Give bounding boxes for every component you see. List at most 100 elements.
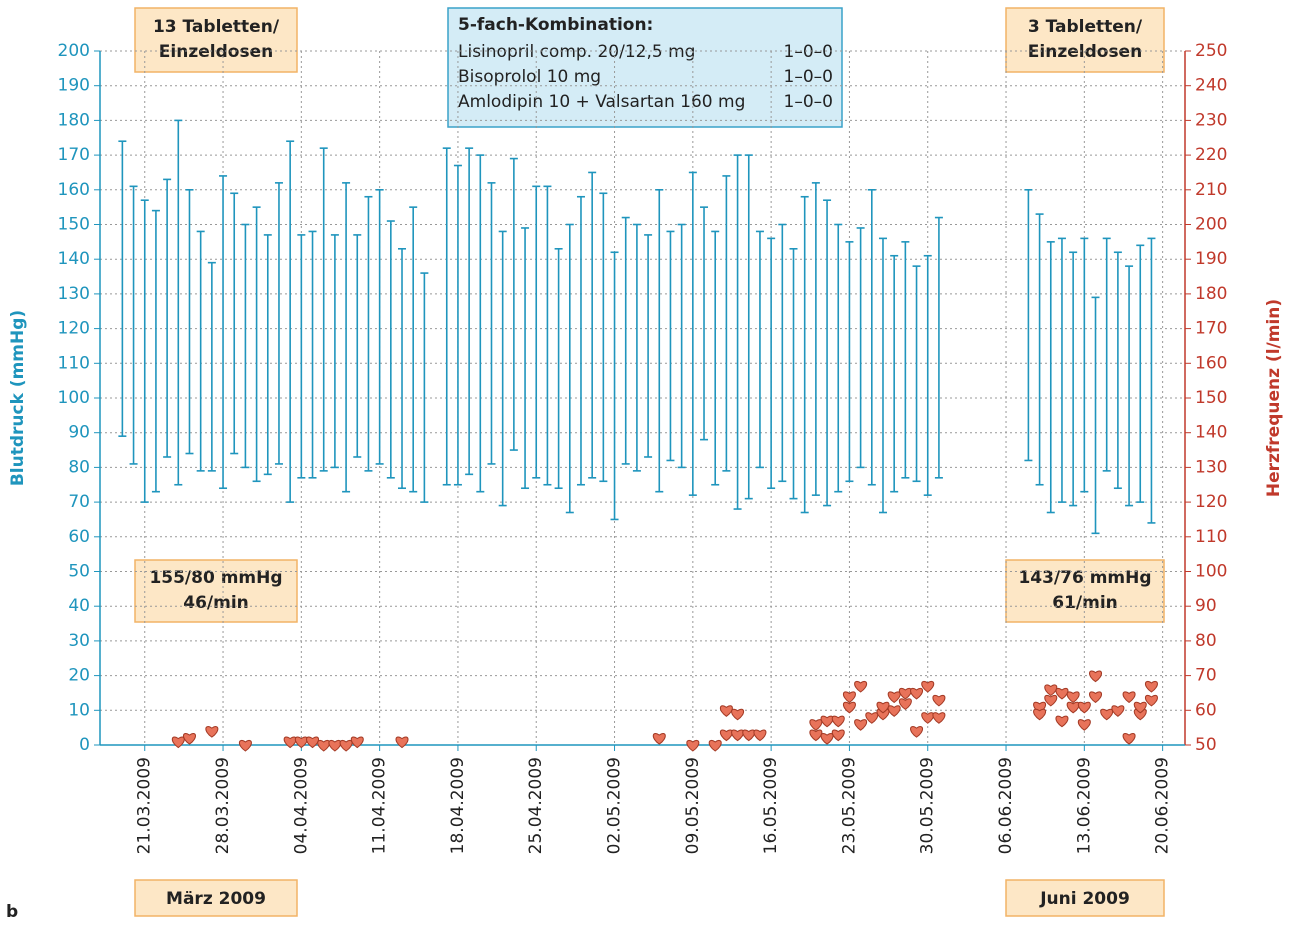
y2-tick-label: 190 xyxy=(1195,249,1227,269)
heart-marker xyxy=(910,726,924,738)
y-tick-label: 150 xyxy=(58,215,90,235)
heart-marker xyxy=(1089,691,1103,704)
y2-tick-label: 70 xyxy=(1195,666,1217,686)
y-tick-label: 0 xyxy=(79,735,90,755)
heart-marker xyxy=(339,739,353,752)
info-dose: 1–0–0 xyxy=(784,67,833,87)
heart-marker xyxy=(865,712,879,724)
y2-tick-label: 170 xyxy=(1195,319,1227,339)
heart-marker xyxy=(1144,680,1158,693)
heart-marker xyxy=(820,733,834,745)
y2-tick-label: 80 xyxy=(1195,631,1217,651)
heart-marker xyxy=(1055,687,1069,700)
y2-axis-label: Herzfrequenz (l/min) xyxy=(1264,299,1284,497)
heart-marker xyxy=(742,729,756,742)
heart-marker xyxy=(238,739,252,752)
y2-tick-label: 110 xyxy=(1195,527,1227,547)
y2-tick-label: 210 xyxy=(1195,180,1227,200)
month-box xyxy=(1005,879,1165,917)
info-dose: 1–0–0 xyxy=(784,92,833,112)
heart-marker xyxy=(652,733,666,745)
heart-marker xyxy=(1122,691,1136,704)
heart-marker xyxy=(350,736,364,749)
heart-marker xyxy=(910,687,924,700)
x-tick-label: 11.04.2009 xyxy=(370,757,390,854)
heart-marker xyxy=(842,701,856,714)
y2-tick-label: 50 xyxy=(1195,735,1217,755)
month-box xyxy=(134,879,298,917)
y-tick-label: 40 xyxy=(68,596,90,616)
y-tick-label: 170 xyxy=(58,145,90,165)
heart-marker xyxy=(719,705,733,717)
heart-marker xyxy=(1077,701,1091,714)
heart-marker xyxy=(294,736,308,749)
heart-marker xyxy=(708,739,722,752)
heart-marker xyxy=(306,736,320,749)
heart-marker xyxy=(842,691,856,704)
annotation: 13 Tabletten/ xyxy=(153,17,280,37)
info-drug: Amlodipin 10 + Valsartan 160 mg xyxy=(458,92,745,112)
annotation-box xyxy=(1005,559,1165,623)
heart-marker xyxy=(182,733,196,745)
y-tick-label: 100 xyxy=(58,388,90,408)
heart-marker xyxy=(317,739,331,752)
heart-marker xyxy=(283,736,297,749)
annotation-box xyxy=(1005,7,1165,73)
y-tick-label: 140 xyxy=(58,249,90,269)
heart-marker xyxy=(932,694,946,707)
heart-marker xyxy=(1089,670,1103,683)
heart-marker xyxy=(932,712,946,724)
heart-marker xyxy=(1100,708,1114,721)
y-tick-label: 60 xyxy=(68,527,90,547)
heart-marker xyxy=(854,680,868,693)
y2-tick-label: 230 xyxy=(1195,110,1227,130)
annotation: 155/80 mmHg xyxy=(149,568,282,588)
y2-tick-label: 250 xyxy=(1195,41,1227,61)
heart-marker xyxy=(831,715,845,728)
y-tick-label: 120 xyxy=(58,319,90,339)
info-title: 5-fach-Kombination: xyxy=(458,15,653,35)
heart-marker xyxy=(731,729,745,742)
heart-marker xyxy=(1044,684,1058,697)
heart-marker xyxy=(395,736,409,749)
y-tick-label: 30 xyxy=(68,631,90,651)
y-tick-label: 200 xyxy=(58,41,90,61)
heart-marker xyxy=(1111,705,1125,717)
x-tick-label: 18.04.2009 xyxy=(448,757,468,854)
annotation: Einzeldosen xyxy=(159,42,273,62)
x-tick-label: 23.05.2009 xyxy=(839,757,859,854)
info-dose: 1–0–0 xyxy=(784,42,833,62)
y-tick-label: 190 xyxy=(58,76,90,96)
x-tick-label: 28.03.2009 xyxy=(213,757,233,854)
x-tick-label: 06.06.2009 xyxy=(996,757,1016,854)
month-label: Juni 2009 xyxy=(1039,889,1130,909)
panel-label: b xyxy=(6,902,18,922)
y2-tick-label: 140 xyxy=(1195,423,1227,443)
y-tick-label: 160 xyxy=(58,180,90,200)
heart-marker xyxy=(898,698,912,710)
heart-marker xyxy=(1144,694,1158,707)
heart-marker xyxy=(854,719,868,731)
y-tick-label: 70 xyxy=(68,492,90,512)
heart-marker xyxy=(820,715,834,728)
y-tick-label: 10 xyxy=(68,700,90,720)
y2-tick-label: 90 xyxy=(1195,596,1217,616)
x-tick-label: 13.06.2009 xyxy=(1074,757,1094,854)
y-tick-label: 20 xyxy=(68,666,90,686)
heart-marker xyxy=(205,726,219,738)
month-label: März 2009 xyxy=(166,889,266,909)
y-tick-label: 130 xyxy=(58,284,90,304)
heart-marker xyxy=(328,739,342,752)
heart-marker xyxy=(1044,694,1058,707)
y2-tick-label: 220 xyxy=(1195,145,1227,165)
heart-marker xyxy=(731,708,745,721)
heart-marker xyxy=(887,691,901,704)
heart-marker xyxy=(719,729,733,742)
annotation: 143/76 mmHg xyxy=(1018,568,1151,588)
y-axis-label: Blutdruck (mmHg) xyxy=(8,310,28,486)
y-tick-label: 80 xyxy=(68,457,90,477)
y2-tick-label: 240 xyxy=(1195,76,1227,96)
x-tick-label: 02.05.2009 xyxy=(605,757,625,854)
x-tick-label: 25.04.2009 xyxy=(526,757,546,854)
heart-marker xyxy=(1055,715,1069,728)
